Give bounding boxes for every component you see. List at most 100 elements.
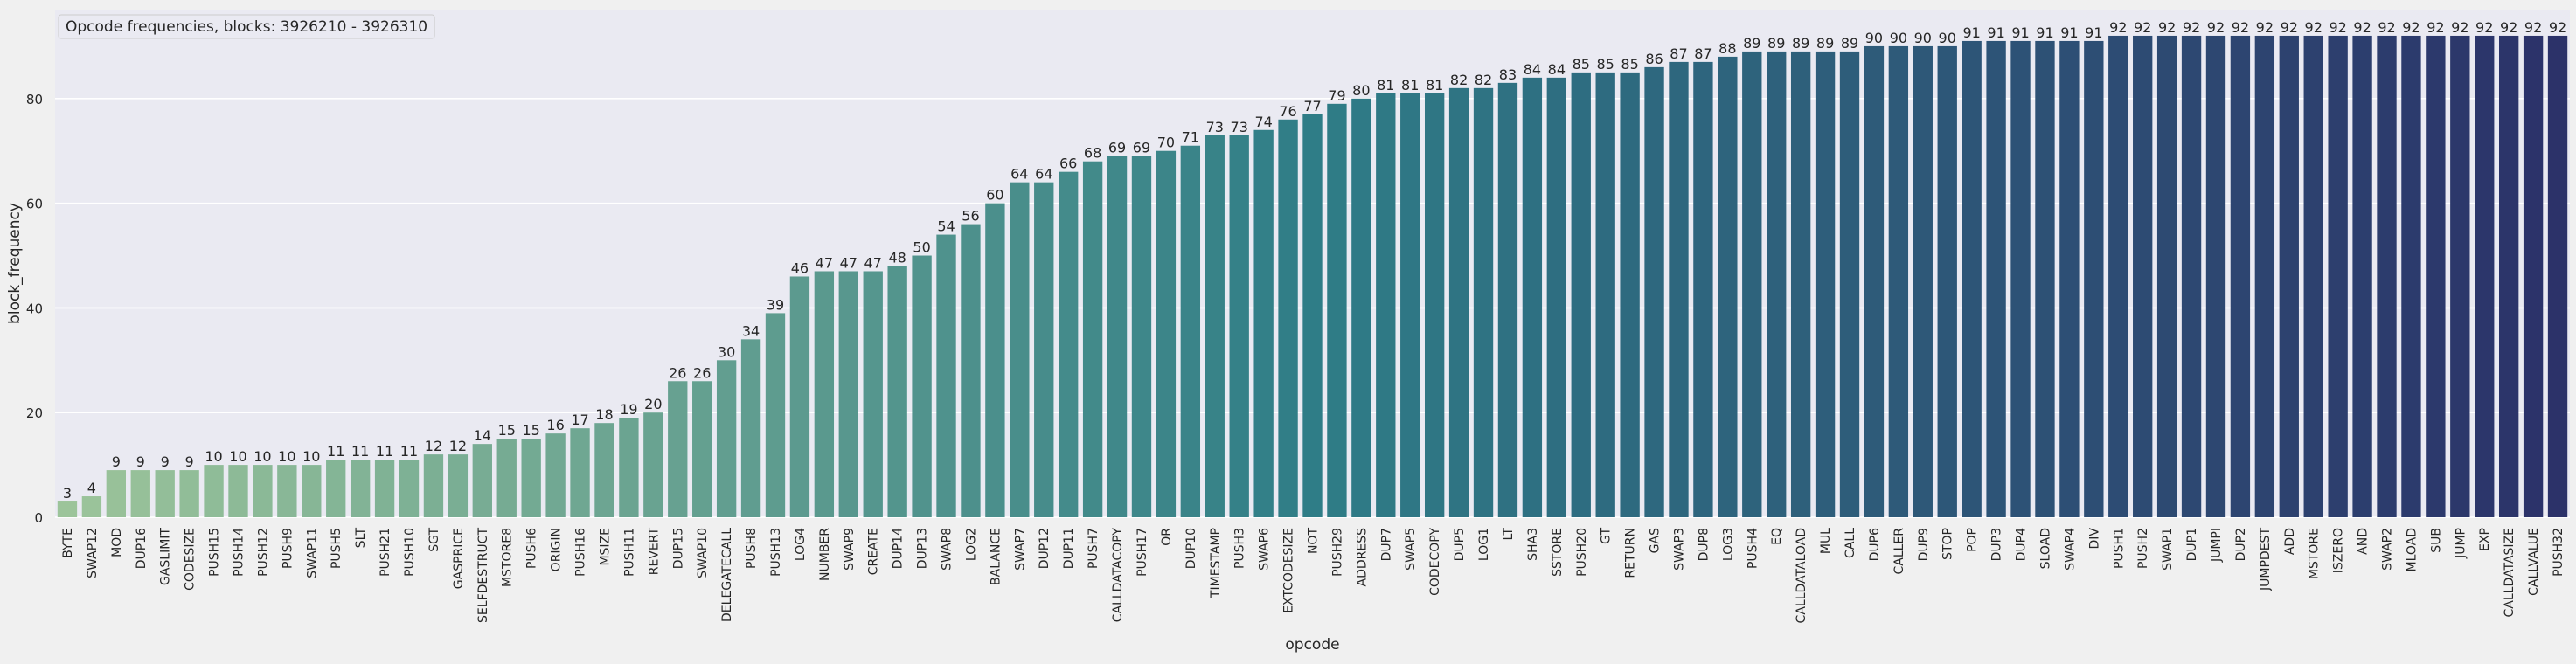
- data-label: 92: [2451, 19, 2468, 36]
- x-axis-label: opcode: [1285, 636, 1339, 654]
- data-label: 92: [2207, 19, 2225, 36]
- bar: [1546, 77, 1566, 518]
- bar: [1302, 114, 1323, 517]
- data-label: 77: [1303, 98, 1321, 114]
- data-label: 54: [937, 218, 955, 235]
- x-tick-label: ADD: [2283, 528, 2297, 555]
- bar: [179, 470, 199, 517]
- x-tick-label: PUSH1: [2112, 528, 2126, 569]
- bar: [277, 465, 297, 517]
- data-label: 84: [1548, 61, 1566, 78]
- bar: [2498, 35, 2519, 518]
- x-tick-label: SWAP12: [86, 528, 100, 578]
- data-label: 82: [1475, 72, 1492, 88]
- bar: [1180, 145, 1201, 517]
- bar: [1742, 51, 1762, 517]
- bar: [1767, 51, 1787, 517]
- x-tick-label: DUP9: [1917, 528, 1931, 561]
- data-label: 81: [1401, 77, 1419, 93]
- x-tick-label: GT: [1600, 528, 1614, 544]
- data-label: 92: [2427, 19, 2444, 36]
- x-tick-label: REVERT: [647, 528, 661, 576]
- x-tick-label: SWAP6: [1258, 528, 1272, 571]
- x-tick-label: SHA3: [1526, 528, 1540, 561]
- x-tick-label: DUP1: [2185, 528, 2199, 561]
- bar: [2377, 35, 2397, 518]
- data-label: 64: [1035, 166, 1052, 183]
- x-tick-label: DUP2: [2234, 528, 2248, 561]
- bar: [619, 418, 639, 517]
- bar: [1082, 161, 1103, 517]
- data-label: 91: [2060, 24, 2078, 41]
- data-label: 92: [2353, 19, 2371, 36]
- data-label: 34: [742, 322, 760, 339]
- y-tick-label: 60: [26, 197, 43, 212]
- data-label: 89: [1841, 35, 1858, 52]
- x-tick-label: DUP10: [1184, 528, 1198, 569]
- x-tick-label: SWAP10: [696, 528, 710, 578]
- x-tick-label: SWAP1: [2161, 528, 2175, 571]
- data-label: 10: [229, 448, 246, 465]
- data-label: 74: [1254, 114, 1272, 130]
- legend-text: Opcode frequencies, blocks: 3926210 - 39…: [66, 18, 427, 36]
- data-label: 12: [425, 438, 442, 454]
- x-tick-label: PUSH14: [232, 528, 246, 577]
- bar: [1571, 72, 1591, 518]
- x-tick-label: SWAP4: [2063, 528, 2077, 571]
- data-label: 19: [620, 401, 637, 418]
- data-label: 9: [112, 453, 121, 470]
- data-label: 92: [2109, 19, 2127, 36]
- y-tick-label: 80: [26, 92, 43, 107]
- x-tick-label: SELFDESTRUCT: [476, 528, 490, 623]
- data-label: 26: [693, 364, 711, 381]
- x-tick-label: PUSH17: [1135, 528, 1149, 577]
- x-tick-label: MUL: [1819, 528, 1833, 554]
- data-label: 20: [644, 396, 662, 412]
- bar: [130, 470, 150, 517]
- x-tick-label: PUSH8: [745, 528, 759, 569]
- bar: [765, 313, 786, 517]
- bar: [1815, 51, 1836, 517]
- x-tick-label: LT: [1502, 528, 1516, 541]
- x-tick-label: AND: [2357, 528, 2371, 555]
- bar: [740, 339, 761, 517]
- bar: [1107, 156, 1128, 517]
- x-tick-label: PUSH15: [208, 528, 222, 577]
- x-tick-label: BALANCE: [989, 528, 1003, 585]
- x-tick-label: GAS: [1649, 528, 1663, 553]
- bar: [1059, 171, 1079, 517]
- bar: [1669, 61, 1689, 517]
- x-tick-label: PUSH5: [330, 528, 344, 569]
- x-tick-label: NOT: [1307, 528, 1321, 554]
- bar: [863, 271, 883, 517]
- x-tick-label: DUP8: [1697, 528, 1711, 561]
- bar: [1400, 93, 1420, 517]
- x-tick-label: CODECOPY: [1428, 528, 1442, 596]
- data-label: 92: [2281, 19, 2298, 36]
- data-label: 92: [2475, 19, 2493, 36]
- bar: [1718, 56, 1738, 517]
- bar: [1888, 45, 1909, 517]
- x-tick-label: PUSH29: [1330, 528, 1344, 577]
- bar: [2303, 35, 2323, 518]
- x-tick-label: PUSH32: [2552, 528, 2566, 577]
- data-label: 64: [1010, 166, 1028, 183]
- data-label: 86: [1645, 51, 1663, 67]
- x-tick-label: JUMP: [2454, 528, 2468, 559]
- x-tick-label: DUP5: [1453, 528, 1467, 561]
- y-tick-label: 20: [26, 405, 43, 421]
- data-label: 92: [2329, 19, 2346, 36]
- x-tick-label: BYTE: [61, 528, 75, 558]
- x-tick-label: SWAP5: [1404, 528, 1418, 571]
- x-tick-label: CALLDATACOPY: [1111, 528, 1125, 623]
- x-tick-label: PUSH21: [378, 528, 392, 577]
- x-tick-label: MSTORE8: [501, 528, 515, 587]
- bar: [716, 360, 737, 517]
- bar: [2523, 35, 2544, 518]
- x-tick-label: DUP11: [1062, 528, 1076, 569]
- bar: [1327, 103, 1347, 518]
- data-label: 60: [986, 187, 1003, 204]
- data-label: 4: [87, 480, 96, 496]
